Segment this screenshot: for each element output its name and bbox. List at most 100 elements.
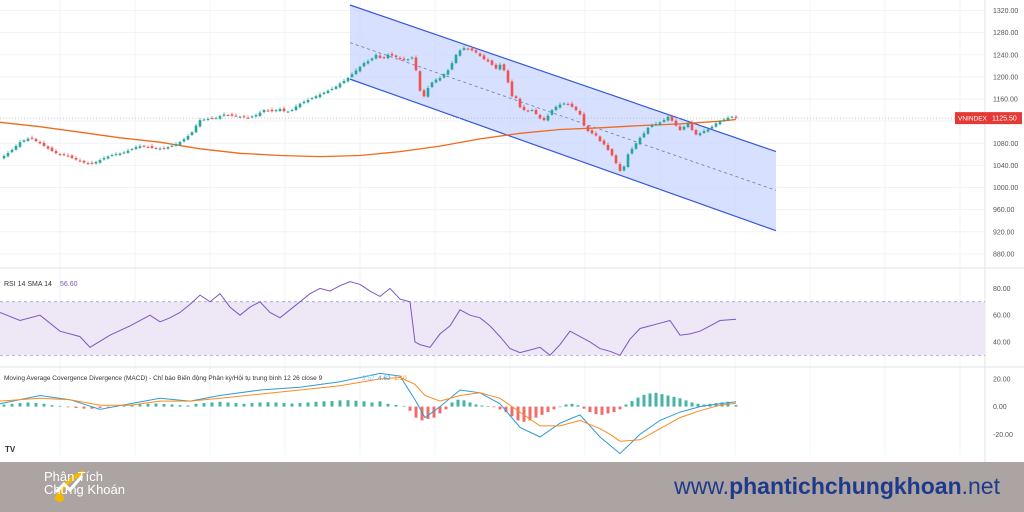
- macd-hist-bar: [456, 399, 460, 407]
- candle: [330, 88, 334, 90]
- channel-lower-line: [349, 78, 777, 232]
- candle: [202, 119, 206, 121]
- candle: [634, 143, 638, 149]
- macd-hist-bar: [660, 394, 664, 407]
- macd-hist-bar: [82, 406, 86, 409]
- macd-hist-bar: [678, 398, 682, 407]
- candle: [86, 163, 90, 165]
- macd-hist-bar: [186, 405, 190, 407]
- candle: [34, 138, 38, 142]
- candle: [174, 144, 178, 146]
- macd-signal-line: [0, 376, 737, 442]
- macd-hist-bar: [338, 400, 342, 407]
- rsi-tick-label: 60.00: [993, 313, 1011, 320]
- candle: [694, 130, 698, 135]
- macd-title: Moving Average Covergence Divergence (MA…: [4, 373, 323, 382]
- candle: [182, 139, 186, 142]
- candle: [246, 117, 250, 119]
- candle: [154, 147, 158, 149]
- candle: [346, 77, 350, 82]
- candle: [478, 53, 482, 56]
- candle: [434, 79, 438, 83]
- candle: [138, 146, 142, 148]
- candle: [566, 103, 570, 105]
- candle: [486, 59, 490, 62]
- candle: [338, 83, 342, 88]
- macd-hist-bar: [570, 403, 574, 407]
- candle: [586, 126, 590, 132]
- macd-hist-bar: [510, 406, 514, 417]
- candle: [186, 135, 190, 140]
- macd-hist-bar: [432, 406, 436, 418]
- candle: [438, 78, 442, 81]
- candle: [122, 152, 126, 154]
- candle: [98, 160, 102, 163]
- price-tick-label: 880.00: [993, 251, 1015, 258]
- candle: [714, 123, 718, 127]
- candle: [530, 110, 534, 112]
- macd-hist-bar: [540, 406, 544, 415]
- candle: [710, 126, 714, 129]
- macd-value: 3.52: [362, 375, 375, 382]
- candle: [66, 155, 70, 157]
- macd-hist-bar: [74, 406, 78, 408]
- candle: [366, 61, 370, 64]
- candle: [626, 154, 630, 167]
- candle: [378, 55, 382, 58]
- macd-hist-bar: [18, 403, 22, 407]
- sma-line: [0, 118, 737, 158]
- macd-hist-bar: [450, 402, 454, 407]
- macd-hist-bar: [306, 402, 310, 407]
- candle: [394, 55, 398, 57]
- candle: [542, 117, 546, 121]
- macd-hist-bar: [178, 405, 182, 407]
- candle: [146, 146, 150, 148]
- candle: [250, 116, 254, 118]
- candle: [162, 148, 166, 150]
- macd-hist-bar: [600, 406, 604, 415]
- macd-hist-bar: [522, 406, 526, 422]
- candle: [266, 110, 270, 112]
- candle: [598, 136, 602, 142]
- candle: [254, 115, 258, 117]
- candle: [322, 92, 326, 94]
- candle: [282, 108, 286, 112]
- candle: [258, 112, 262, 116]
- macd-hist-bar: [386, 403, 390, 407]
- candle: [582, 114, 586, 126]
- price-tick-label: 1040.00: [993, 163, 1018, 170]
- candle: [410, 57, 414, 59]
- candle: [134, 147, 138, 149]
- candle: [414, 57, 418, 71]
- candle: [166, 147, 170, 149]
- candle: [94, 161, 98, 164]
- price-tick-label: 1280.00: [993, 30, 1018, 37]
- macd-hist-bar: [226, 402, 230, 407]
- macd-hist-bar: [624, 404, 628, 407]
- candle: [622, 166, 626, 171]
- candle: [262, 110, 266, 113]
- price-tick-label: 1080.00: [993, 141, 1018, 148]
- chart-area[interactable]: 1320.001280.001240.001200.001160.001120.…: [0, 0, 1024, 462]
- macd-hist-bar: [218, 401, 222, 407]
- candle: [18, 142, 22, 147]
- channel-upper-line: [349, 4, 777, 153]
- site-url[interactable]: www.phantichchungkhoan.net: [674, 473, 1000, 500]
- logo-line2: Chứng Khoán: [44, 482, 125, 497]
- macd-hist-bar: [314, 401, 318, 407]
- candle: [130, 148, 134, 150]
- candle: [198, 120, 202, 127]
- regression-channel: [350, 5, 776, 231]
- macd-hist-bar: [648, 393, 652, 407]
- candle: [718, 121, 722, 125]
- candle: [126, 150, 130, 153]
- macd-hist-bar: [354, 400, 358, 407]
- candle: [506, 70, 510, 83]
- candle: [214, 117, 218, 119]
- macd-hist-bar: [468, 402, 472, 407]
- macd-hist-bar: [2, 404, 6, 407]
- candle: [454, 54, 458, 64]
- logo-icon: [54, 470, 85, 502]
- candle: [686, 123, 690, 128]
- candle: [562, 103, 566, 105]
